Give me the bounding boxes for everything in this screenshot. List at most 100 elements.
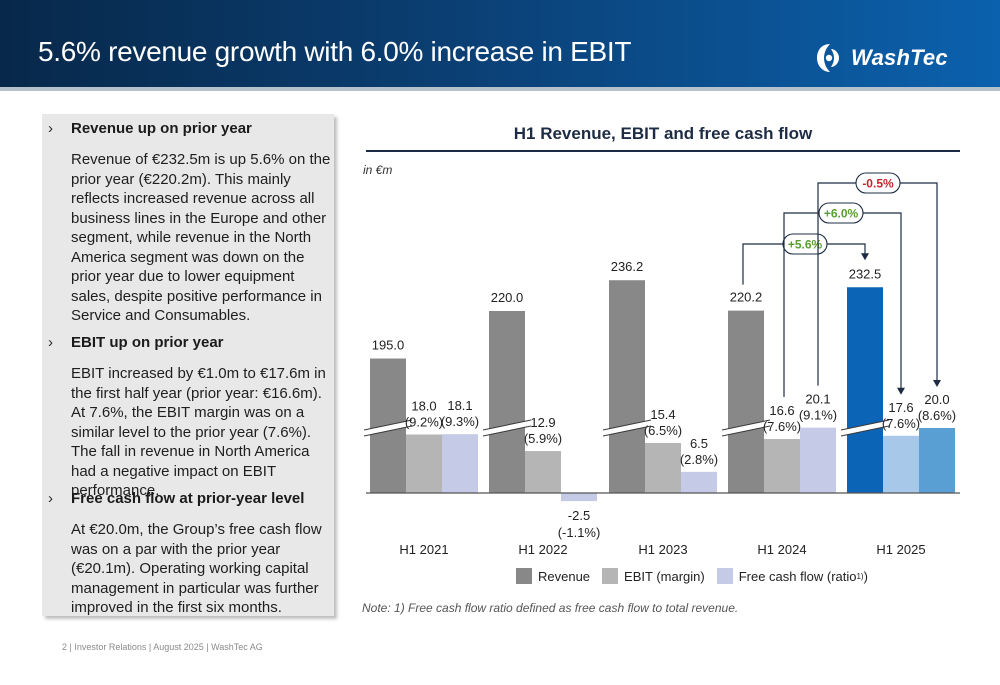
unit-label: in €m [363, 163, 392, 177]
chart-title: H1 Revenue, EBIT and free cash flow [513, 124, 813, 143]
chart-footnote: Note: 1) Free cash flow ratio defined as… [362, 601, 739, 615]
comparison-badge-label: +6.0% [824, 207, 859, 221]
data-label-revenue: 195.0 [372, 338, 405, 353]
axis-break-line [602, 425, 652, 437]
comparison-arrow-icon [861, 253, 869, 261]
logo-wordmark: WashTec [851, 45, 948, 70]
data-label-revenue: 220.0 [491, 290, 524, 305]
axis-break-line [363, 419, 413, 431]
legend-label-revenue: Revenue [538, 568, 591, 584]
ratio-label-ebit: (9.2%) [405, 415, 443, 430]
legend-swatch-revenue [516, 568, 532, 584]
bullet-heading: EBIT up on prior year [71, 334, 224, 351]
legend-label-fcf-close: ) [863, 568, 868, 584]
legend-item-ebit: EBIT (margin) [602, 568, 705, 584]
bullet-chevron-icon: › [48, 120, 53, 137]
data-label-fcf: 20.1 [805, 392, 830, 407]
legend-footnote: 1) [856, 571, 864, 581]
comparison-arrow-icon [897, 387, 905, 395]
bullet-chevron-icon: › [48, 490, 53, 507]
axis-break-mark [721, 420, 771, 436]
axis-break-line [721, 419, 771, 431]
data-label-ebit: 16.6 [769, 403, 794, 418]
data-label-revenue: 220.2 [730, 290, 763, 305]
x-tick-label: H1 2024 [757, 542, 806, 557]
comparison-badge [818, 202, 864, 224]
axis-break-line [840, 425, 890, 437]
bullet-heading: Free cash flow at prior-year level [71, 490, 305, 507]
chart-legend: Revenue EBIT (margin) Free cash flow (ra… [516, 568, 880, 584]
bar-ebit [883, 435, 919, 493]
washtec-logo: WashTec [815, 40, 948, 76]
bullet-heading: Revenue up on prior year [71, 120, 252, 137]
ratio-label-ebit: (5.9%) [524, 431, 562, 446]
data-label-fcf: -2.5 [568, 508, 590, 523]
data-label-fcf: 6.5 [690, 436, 708, 451]
bullet-body: At €20.0m, the Group’s free cash flow wa… [71, 521, 322, 616]
ratio-label-ebit: (7.6%) [763, 419, 801, 434]
x-tick-label: H1 2022 [518, 542, 567, 557]
bar-fcf [442, 434, 478, 493]
legend-item-revenue: Revenue [516, 568, 590, 584]
bar-ebit [645, 442, 681, 493]
header-divider [0, 87, 1000, 91]
bar-ebit [525, 451, 561, 493]
data-label-fcf: 20.0 [924, 392, 949, 407]
axis-break-mark [840, 420, 890, 436]
bullet-body: EBIT increased by €1.0m to €17.6m in the… [71, 365, 326, 499]
axis-break-line [482, 419, 532, 431]
axis-break-line [482, 425, 532, 437]
axis-break-mark [482, 420, 532, 436]
ratio-label-ebit: (7.6%) [882, 416, 920, 431]
data-label-ebit: 18.0 [411, 399, 436, 414]
ratio-label-fcf: (9.1%) [799, 408, 837, 423]
comparison-badge-label: +5.6% [788, 238, 823, 252]
comparison-badge-label: -0.5% [862, 177, 894, 191]
legend-label-fcf: Free cash flow (ratio [738, 568, 857, 584]
ratio-label-fcf: (-1.1%) [558, 525, 601, 540]
x-tick-label: H1 2025 [876, 542, 925, 557]
bar-ebit [406, 434, 442, 493]
bar-ebit [764, 439, 800, 493]
summary-panel: › Revenue up on prior year Revenue of €2… [42, 114, 334, 616]
header-bar [0, 0, 1000, 87]
legend-swatch-ebit [602, 568, 619, 584]
bar-revenue [847, 287, 883, 493]
comparison-badge [782, 233, 828, 255]
x-tick-label: H1 2021 [399, 542, 448, 557]
axis-break-line [363, 425, 413, 437]
bar-revenue [489, 311, 525, 493]
legend-item-fcf: Free cash flow (ratio 1)) [716, 568, 868, 584]
washtec-logo-icon [817, 44, 839, 72]
page-footer: 2 | Investor Relations | August 2025 | W… [62, 642, 263, 652]
axis-break-mark [363, 420, 413, 436]
ratio-label-fcf: (8.6%) [918, 408, 956, 423]
comparison-badge [855, 172, 901, 194]
data-label-ebit: 15.4 [650, 407, 675, 422]
comparison-arrow-icon [933, 380, 941, 387]
bullet-chevron-icon: › [48, 334, 53, 351]
ratio-label-fcf: (2.8%) [680, 452, 718, 467]
bar-revenue [728, 310, 764, 493]
data-label-revenue: 236.2 [611, 259, 644, 274]
ratio-label-fcf: (9.3%) [441, 414, 479, 429]
bar-fcf [681, 471, 717, 493]
x-tick-label: H1 2023 [638, 542, 687, 557]
data-label-fcf: 18.1 [447, 398, 472, 413]
chart-title-rule [366, 150, 960, 152]
page-title: 5.6% revenue growth with 6.0% increase i… [38, 36, 632, 67]
bar-fcf [919, 428, 955, 493]
bar-revenue [609, 280, 645, 493]
bullet-body: Revenue of €232.5m is up 5.6% on the pri… [71, 151, 331, 324]
axis-break-mark [602, 420, 652, 436]
ratio-label-ebit: (6.5%) [644, 423, 682, 438]
bar-fcf [800, 427, 836, 493]
legend-swatch-fcf [716, 568, 733, 584]
bar-fcf [561, 493, 597, 502]
data-label-revenue: 232.5 [849, 266, 882, 281]
data-label-ebit: 12.9 [530, 415, 555, 430]
legend-label-ebit: EBIT (margin) [624, 568, 705, 584]
axis-break-line [721, 425, 771, 437]
axis-break-line [602, 419, 652, 431]
